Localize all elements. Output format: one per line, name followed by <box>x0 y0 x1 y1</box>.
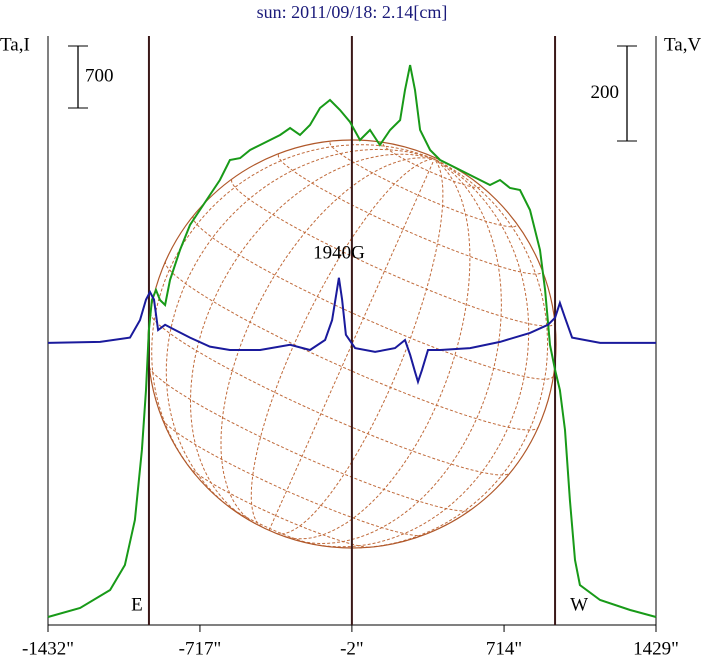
latitude-line <box>192 215 554 380</box>
solar-disk <box>147 139 557 549</box>
longitude-line <box>276 158 444 535</box>
scale-bar-label: 200 <box>591 82 620 103</box>
latitude-line <box>189 466 370 548</box>
longitude-line <box>283 158 471 540</box>
x-tick-label: 714" <box>486 638 522 659</box>
latitude-line <box>277 154 543 275</box>
longitude-line <box>250 158 435 528</box>
series-line <box>47 64 657 618</box>
longitude-line <box>151 144 435 476</box>
longitude-line <box>220 157 435 524</box>
latitude-line <box>229 506 314 545</box>
longitude-line <box>165 148 435 508</box>
x-tick-label: -2" <box>340 638 364 659</box>
scale-bar-label: 700 <box>85 65 114 86</box>
x-tick-label: -717" <box>179 638 222 659</box>
latitude-line <box>148 366 471 512</box>
x-tick-label: -1432" <box>22 638 74 659</box>
marker-label: W <box>570 594 588 615</box>
latitude-line <box>329 142 517 228</box>
annotation: 1940G <box>313 242 365 263</box>
series-line <box>47 277 656 386</box>
latitude-line <box>230 179 555 327</box>
latitude-line <box>162 419 423 537</box>
longitude-line <box>189 153 435 517</box>
chart-title: sun: 2011/09/18: 2.14[cm] <box>257 2 448 22</box>
longitude-line <box>297 158 502 545</box>
latitude-line <box>149 312 511 476</box>
y2-axis-label: Ta,V <box>664 34 701 55</box>
x-tick-label: 1429" <box>633 638 679 659</box>
y-axis-label: Ta,I <box>0 34 30 55</box>
marker-label: E <box>131 594 143 615</box>
latitude-line <box>164 260 539 431</box>
longitude-line <box>359 158 549 549</box>
longitude-line <box>312 158 530 548</box>
